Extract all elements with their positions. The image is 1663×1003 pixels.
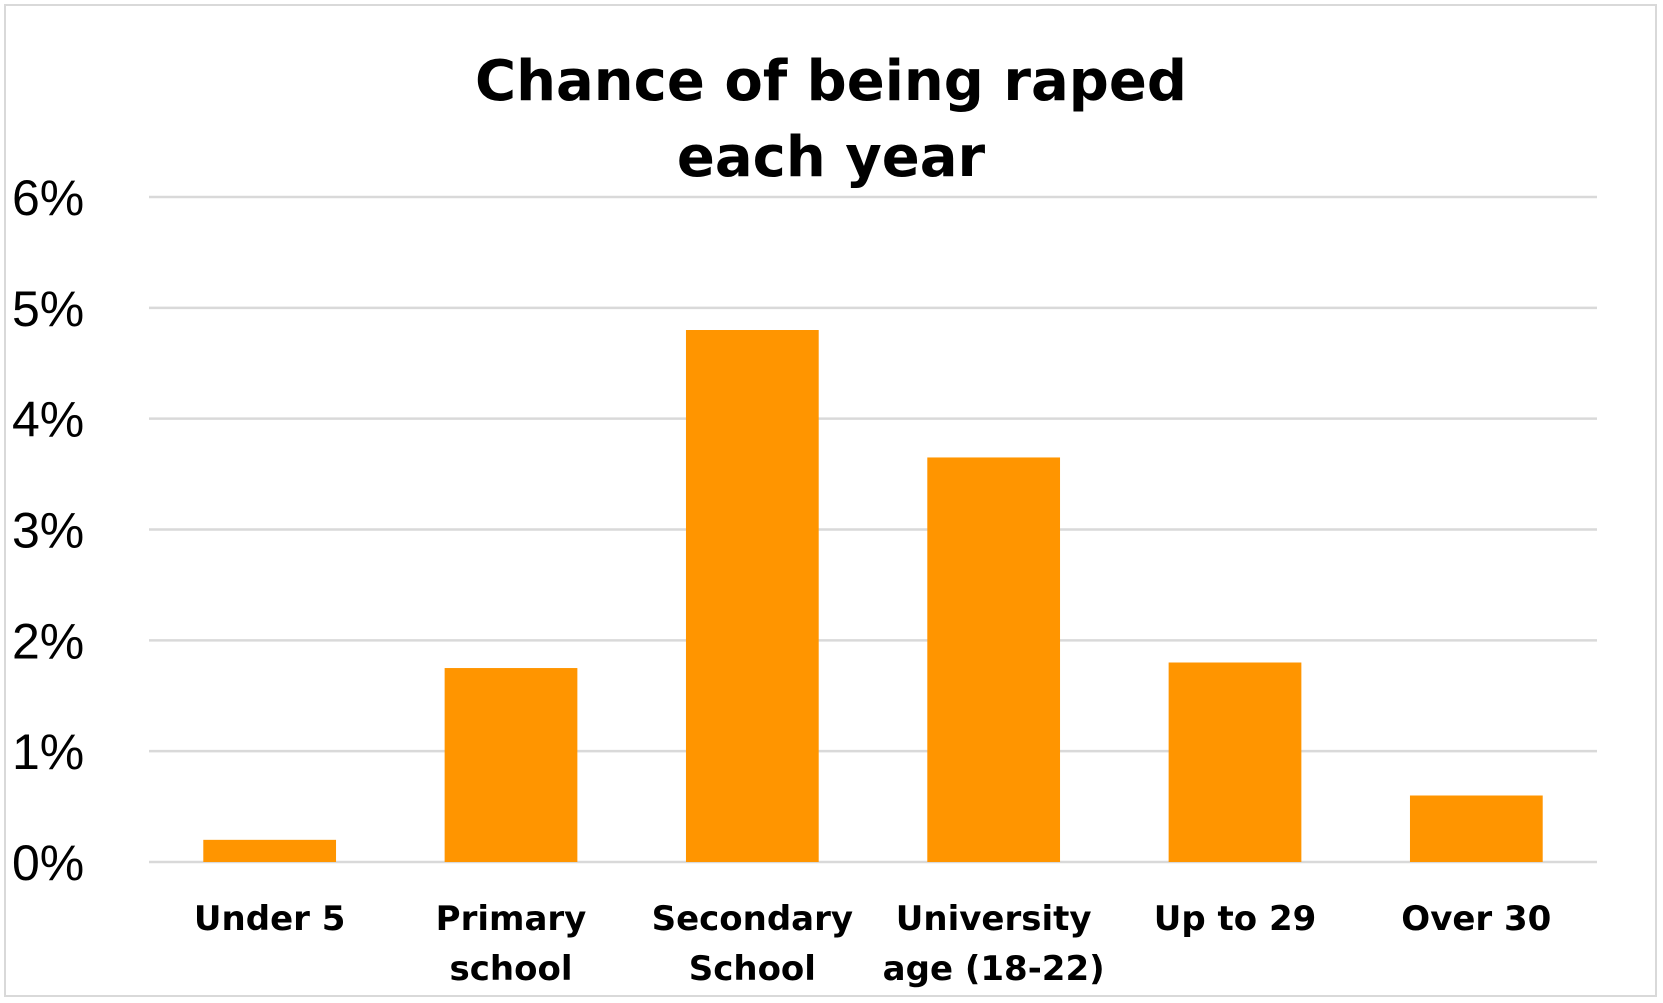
x-tick-label: Secondary: [652, 899, 853, 939]
y-tick-label: 0%: [12, 835, 84, 891]
y-tick-label: 3%: [12, 503, 84, 559]
y-tick-label: 1%: [12, 724, 84, 780]
bar: [203, 839, 337, 862]
y-tick-label: 2%: [12, 613, 84, 669]
bar: [927, 457, 1061, 862]
x-tick-label: Under 5: [194, 899, 345, 939]
x-tick-label: Primary: [436, 899, 587, 939]
chart-title-line-2: each year: [677, 125, 986, 190]
chart-frame: [4, 4, 1657, 997]
y-tick-label: 5%: [12, 281, 84, 337]
x-tick-label: Up to 29: [1154, 899, 1317, 939]
y-axis-ticks: 0% 1% 2% 3% 4% 5% 6%: [12, 170, 84, 891]
x-tick-label: University: [896, 899, 1092, 939]
x-tick-label: School: [689, 949, 816, 989]
bar: [685, 330, 819, 862]
bar: [1168, 662, 1302, 862]
gridlines: [149, 195, 1597, 864]
y-tick-label: 4%: [12, 392, 84, 448]
chart-title-line-1: Chance of being raped: [475, 49, 1187, 114]
x-tick-label: school: [450, 949, 573, 989]
y-tick-label: 6%: [12, 170, 84, 226]
bar: [1409, 795, 1543, 862]
bar: [444, 668, 578, 862]
x-tick-label: age (18-22): [883, 949, 1105, 989]
x-tick-label: Over 30: [1401, 899, 1551, 939]
chart-title: Chance of being raped each year: [475, 49, 1187, 190]
x-axis-ticks: Under 5 Primary school Secondary School Unive…: [194, 899, 1551, 989]
bars: [203, 330, 1543, 862]
